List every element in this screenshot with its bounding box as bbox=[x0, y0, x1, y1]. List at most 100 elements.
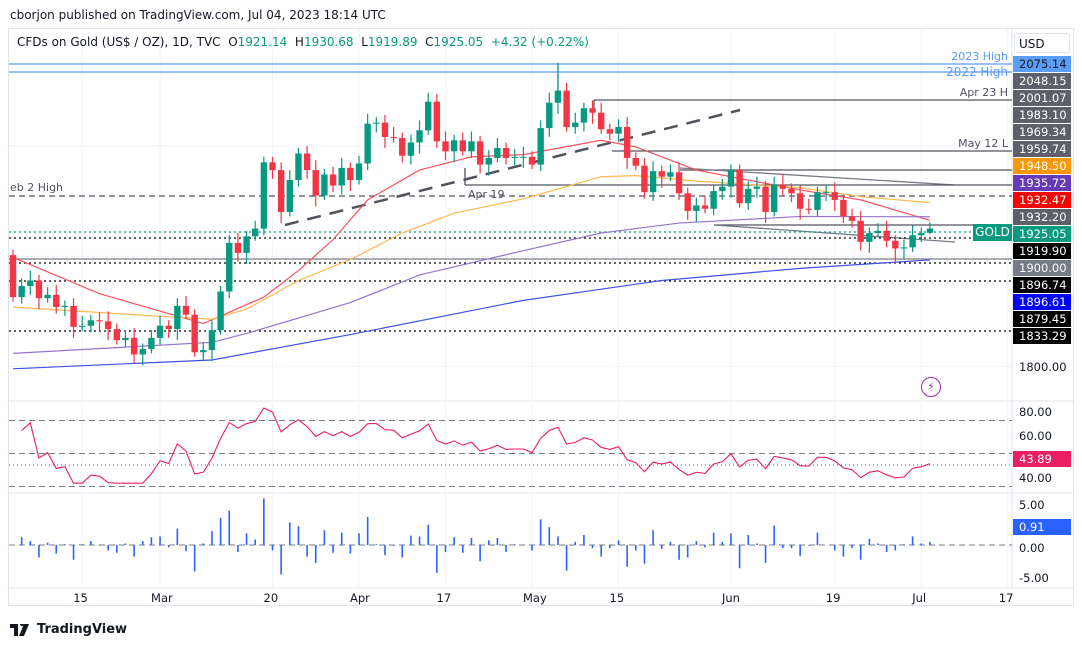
candle-body bbox=[572, 122, 579, 128]
candle bbox=[572, 112, 579, 134]
candle-body bbox=[44, 294, 51, 299]
open-label: O bbox=[228, 35, 238, 49]
candle bbox=[771, 176, 778, 217]
candle bbox=[252, 220, 259, 241]
candle-body bbox=[450, 140, 458, 152]
candle bbox=[598, 102, 605, 134]
price-label: 1969.34 bbox=[1013, 124, 1071, 140]
time-tick: 19 bbox=[825, 591, 841, 605]
candle-body bbox=[727, 170, 735, 187]
tradingview-logo[interactable]: TradingView bbox=[10, 622, 127, 637]
candle bbox=[745, 181, 752, 210]
candle bbox=[139, 343, 146, 366]
price-label: 1983.10 bbox=[1013, 107, 1071, 123]
candle-body bbox=[433, 101, 441, 142]
candle-body bbox=[208, 330, 216, 351]
candle-body bbox=[53, 294, 60, 307]
currency-button[interactable]: USD bbox=[1014, 33, 1070, 53]
rsi-tick: 40.00 bbox=[1019, 471, 1052, 485]
histogram-tick: -5.00 bbox=[1019, 571, 1049, 585]
candle bbox=[796, 185, 804, 220]
candle-body bbox=[745, 188, 752, 204]
candle bbox=[580, 102, 588, 132]
candle-body bbox=[303, 153, 311, 171]
symbol-tag: GOLD bbox=[973, 224, 1012, 241]
price-label: 1896.74 bbox=[1013, 277, 1071, 293]
candle-body bbox=[632, 157, 639, 166]
candle-body bbox=[866, 233, 873, 242]
price-label: 1935.72 bbox=[1013, 175, 1071, 191]
candle-body bbox=[701, 205, 709, 209]
candle bbox=[701, 195, 709, 214]
candle-body bbox=[70, 305, 77, 327]
low-label: L bbox=[361, 35, 368, 49]
candle-body bbox=[399, 138, 406, 156]
candle-body bbox=[338, 167, 345, 186]
candle-body bbox=[753, 186, 761, 189]
price-label: 1879.45 bbox=[1013, 311, 1071, 327]
candle-body bbox=[355, 163, 363, 181]
candle-body bbox=[295, 153, 302, 181]
candle-body bbox=[918, 233, 925, 236]
candle bbox=[286, 170, 293, 217]
rsi-last-label: 43.89 bbox=[1013, 451, 1071, 467]
candle-body bbox=[485, 157, 492, 165]
candle bbox=[649, 161, 657, 201]
price-label: 1959.74 bbox=[1013, 141, 1071, 157]
candle-body bbox=[598, 112, 605, 130]
candle-body bbox=[883, 230, 890, 241]
candle bbox=[814, 186, 821, 217]
candle bbox=[468, 131, 475, 158]
candle-body bbox=[9, 255, 17, 298]
candle-body bbox=[546, 102, 553, 129]
candle bbox=[390, 127, 397, 143]
candle-body bbox=[563, 90, 570, 128]
candle bbox=[44, 287, 51, 303]
candle bbox=[606, 123, 614, 141]
candle bbox=[295, 148, 302, 187]
candle bbox=[502, 142, 510, 165]
change-value: +4.32 (+0.22%) bbox=[490, 35, 589, 49]
candle-body bbox=[796, 193, 804, 209]
price-label: 1932.20 bbox=[1013, 209, 1071, 225]
annotation-may12-low: May 12 L bbox=[958, 137, 1008, 150]
candle-body bbox=[926, 228, 934, 233]
candle bbox=[762, 181, 769, 224]
candle bbox=[269, 156, 276, 179]
high-value: 1930.68 bbox=[303, 35, 354, 49]
candle bbox=[874, 223, 882, 238]
candle bbox=[130, 327, 138, 364]
candle-body bbox=[892, 240, 899, 249]
symbol-legend: CFDs on Gold (US$ / OZ), 1D, TVC O1921.1… bbox=[17, 35, 589, 49]
candle-body bbox=[182, 305, 190, 315]
candle-body bbox=[494, 148, 501, 158]
histogram-last-label: 0.91 bbox=[1013, 519, 1071, 535]
time-tick: 20 bbox=[263, 591, 279, 605]
candle-body bbox=[822, 192, 830, 194]
candle bbox=[70, 298, 77, 338]
candle-body bbox=[580, 108, 588, 123]
annotation-feb2-high: eb 2 High bbox=[10, 181, 64, 194]
candle bbox=[79, 315, 86, 332]
time-tick: May bbox=[523, 591, 547, 605]
candle bbox=[208, 320, 216, 362]
candle bbox=[381, 114, 389, 149]
candle bbox=[442, 131, 449, 161]
candle-body bbox=[589, 108, 596, 113]
candle bbox=[416, 120, 423, 154]
candle bbox=[104, 311, 112, 341]
candle-body bbox=[658, 171, 665, 177]
candle-body bbox=[425, 101, 432, 131]
candle bbox=[546, 92, 553, 137]
candle bbox=[303, 145, 311, 179]
lightning-icon[interactable]: ⚡ bbox=[921, 377, 941, 397]
candle bbox=[399, 132, 406, 163]
candle-body bbox=[710, 191, 717, 209]
candle bbox=[347, 162, 354, 192]
candle-body bbox=[61, 305, 69, 307]
ma-line-ma100 bbox=[12, 215, 930, 354]
candle bbox=[537, 120, 544, 172]
candle-body bbox=[252, 228, 259, 237]
candle bbox=[520, 146, 527, 168]
